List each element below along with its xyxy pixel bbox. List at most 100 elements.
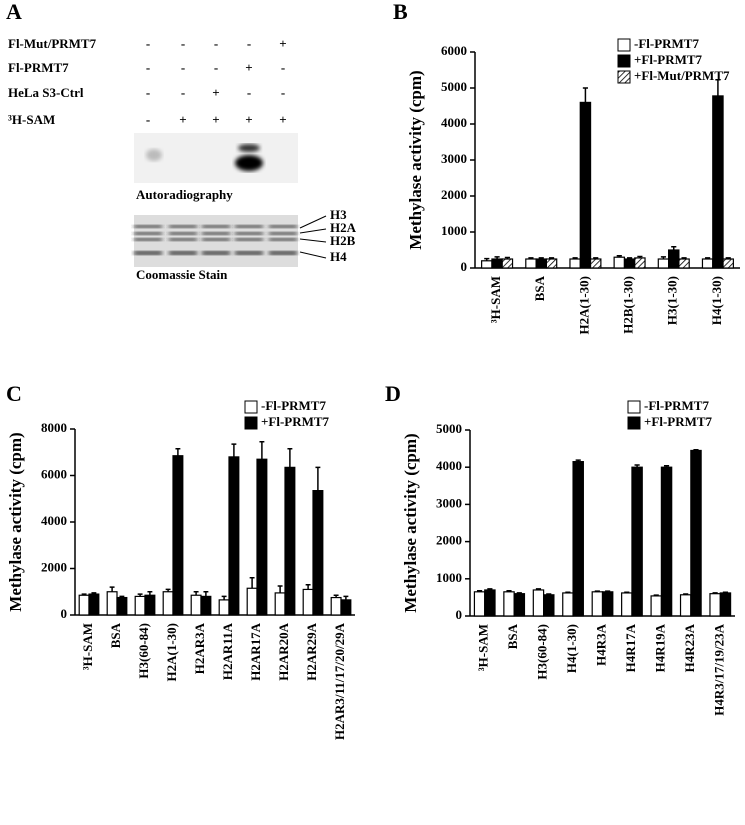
bar [200, 595, 212, 616]
bar [284, 466, 296, 616]
y-tick-label: 2000 [441, 187, 467, 202]
x-tick-label: H2AR11A [220, 622, 235, 680]
bar [719, 592, 732, 617]
gel-band [269, 238, 297, 241]
error-bar [634, 464, 640, 468]
lane-sign: - [247, 36, 251, 51]
bar [660, 466, 673, 617]
gel-band [238, 144, 260, 152]
bar [591, 591, 604, 617]
error-bar [637, 255, 643, 258]
error-bar [193, 591, 199, 596]
error-bar [516, 592, 522, 594]
legend-label: +Fl-PRMT7 [644, 414, 713, 429]
band-pointer [299, 215, 327, 229]
bar [513, 593, 526, 617]
x-tick-label: H3(60-84) [136, 623, 151, 679]
lane-sign: - [214, 36, 218, 51]
gel-band [134, 251, 162, 255]
error-bar [575, 459, 581, 462]
lane-sign: + [279, 36, 286, 51]
bar [218, 599, 230, 616]
x-tick-label: H2B(1-30) [621, 276, 636, 334]
error-bar [722, 591, 729, 593]
gel-band [235, 232, 263, 235]
error-bar [343, 595, 349, 600]
gel-label: Coomassie Stain [136, 267, 228, 282]
bar [589, 258, 602, 269]
y-tick-label: 2000 [41, 559, 67, 574]
lane-sign: - [146, 36, 150, 51]
legend-label: +Fl-PRMT7 [634, 52, 703, 67]
error-bar [504, 256, 510, 259]
y-tick-label: 3000 [436, 495, 462, 510]
bar [709, 593, 721, 617]
band-label: H2B [330, 233, 356, 248]
error-bar [616, 255, 622, 258]
error-bar [231, 443, 237, 457]
bar [678, 258, 690, 269]
bar [484, 589, 496, 617]
y-tick-label: 4000 [41, 513, 67, 528]
legend-swatch [617, 54, 631, 68]
gel-band [134, 225, 162, 228]
legend-swatch [244, 416, 258, 430]
error-bar [528, 257, 534, 259]
error-bar [683, 593, 689, 595]
error-bar [548, 257, 555, 259]
gel-band [169, 251, 197, 255]
bar [481, 260, 493, 269]
bar [621, 592, 633, 617]
gel-band [169, 232, 197, 235]
panel-label: B [393, 0, 408, 24]
legend-label: -Fl-PRMT7 [644, 398, 709, 413]
gel-band [269, 232, 297, 235]
gel-band [134, 238, 162, 241]
error-bar [681, 257, 687, 259]
lane-sign: - [181, 36, 185, 51]
band-label: H3 [330, 207, 347, 222]
bar [340, 599, 352, 616]
bar [525, 258, 537, 269]
x-tick-label: H2AR3A [192, 622, 207, 674]
error-bar [582, 87, 588, 103]
gel-spot [146, 149, 162, 161]
x-tick-label: H4R3/17/19/23A [711, 623, 726, 715]
coomassie-bands [134, 225, 297, 255]
error-bar [119, 595, 125, 598]
x-tick-label: H2AR17A [248, 622, 263, 680]
error-bar [660, 256, 667, 259]
x-tick-label: H3(60-84) [535, 624, 550, 680]
lane-sign: - [247, 85, 251, 100]
bar [78, 594, 90, 616]
band-label: H4 [330, 249, 347, 264]
error-bar [147, 591, 153, 596]
bar [545, 258, 558, 269]
row-label: Fl-Mut/PRMT7 [8, 36, 97, 51]
y-tick-label: 8000 [41, 420, 67, 435]
legend-swatch [617, 70, 631, 84]
error-bar [476, 589, 483, 592]
error-bar [506, 589, 512, 592]
y-tick-label: 3000 [441, 151, 467, 166]
gel-band [134, 232, 162, 235]
y-tick-label: 5000 [436, 421, 462, 436]
error-bar [91, 592, 97, 595]
gel-band [169, 225, 197, 228]
bar [330, 596, 342, 616]
error-bar [277, 585, 283, 593]
bar [491, 258, 503, 269]
legend-swatch [627, 400, 641, 414]
bar [657, 258, 670, 269]
error-bar [546, 593, 552, 595]
bar [722, 258, 734, 269]
lane-sign: - [281, 85, 285, 100]
error-bar [109, 586, 115, 592]
bar [256, 458, 268, 616]
bar [302, 588, 314, 616]
y-tick-label: 6000 [441, 43, 467, 58]
x-tick-label: H4R3A [593, 623, 608, 666]
gel-band [235, 155, 263, 171]
lane-sign: + [179, 112, 186, 127]
panel-label: C [6, 381, 22, 406]
